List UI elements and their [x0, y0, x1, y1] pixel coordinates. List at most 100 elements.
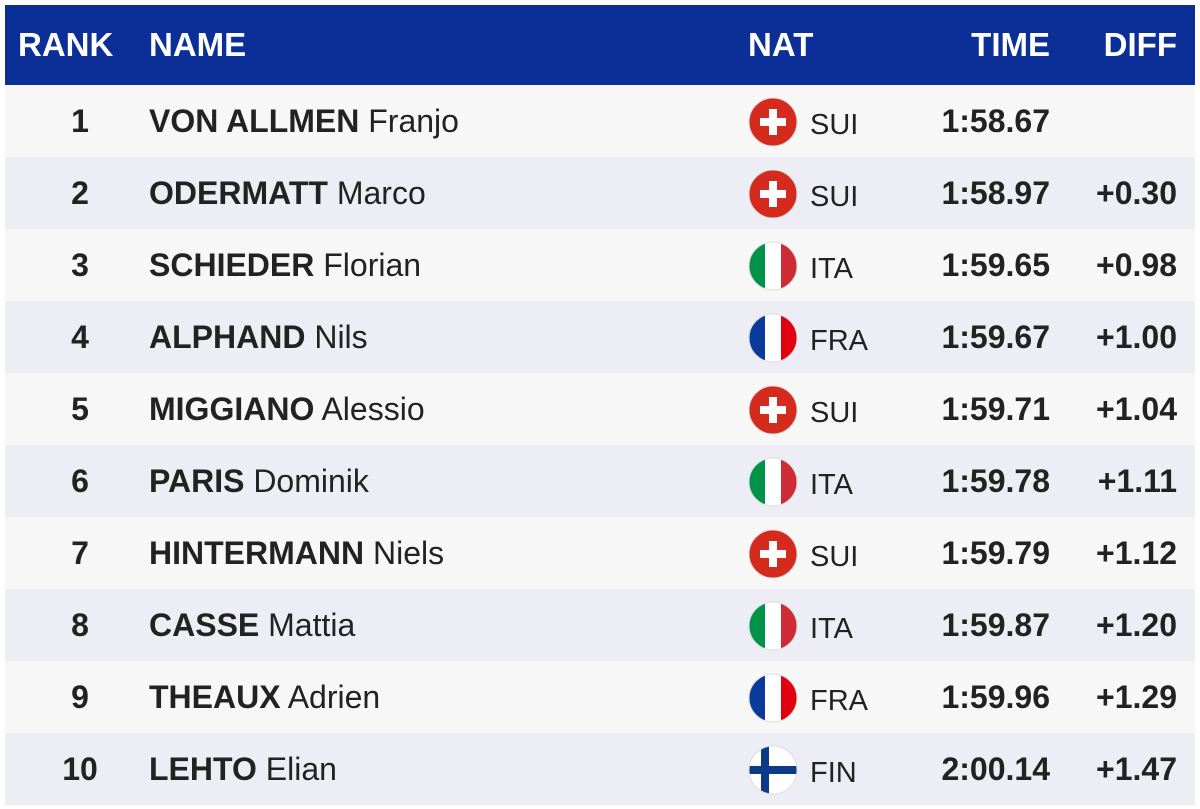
last-name: PARIS — [149, 463, 245, 499]
header-time: TIME — [971, 26, 1050, 63]
rank: 9 — [71, 679, 89, 715]
first-name: Elian — [265, 751, 337, 787]
flag — [748, 241, 798, 291]
result-row: 7 HINTERMANN Niels SUI 1:59.79 +1.12 — [5, 517, 1195, 589]
result-row: 10 LEHTO Elian FIN 2:00.14 +1.47 — [5, 733, 1195, 805]
first-name: Marco — [336, 175, 426, 211]
first-name: Dominik — [253, 463, 369, 499]
last-name: SCHIEDER — [149, 247, 315, 283]
athlete-name: THEAUX Adrien — [149, 661, 380, 733]
flag-icon — [748, 601, 798, 659]
last-name: MIGGIANO — [149, 391, 315, 427]
nat-code: FIN — [810, 757, 857, 789]
result-row: 9 THEAUX Adrien FRA 1:59.96 +1.29 — [5, 661, 1195, 733]
header-rank: RANK — [18, 26, 114, 63]
nat-code: ITA — [810, 253, 853, 285]
flag-icon — [748, 385, 798, 443]
flag-icon — [748, 745, 798, 803]
time: 1:59.71 — [941, 391, 1050, 427]
athlete-name: ALPHAND Nils — [149, 301, 368, 373]
time: 1:59.96 — [941, 679, 1050, 715]
time: 1:59.78 — [941, 463, 1050, 499]
result-row: 3 SCHIEDER Florian ITA 1:59.65 +0.98 — [5, 229, 1195, 301]
diff: +1.12 — [1096, 535, 1177, 571]
time: 1:59.67 — [941, 319, 1050, 355]
time: 1:59.65 — [941, 247, 1050, 283]
time: 1:59.79 — [941, 535, 1050, 571]
athlete-name: ODERMATT Marco — [149, 157, 426, 229]
diff: +1.04 — [1096, 391, 1177, 427]
time: 2:00.14 — [941, 751, 1050, 787]
last-name: ODERMATT — [149, 175, 328, 211]
first-name: Adrien — [287, 679, 381, 715]
flag — [748, 313, 798, 363]
flag-icon — [748, 673, 798, 731]
rank: 5 — [71, 391, 89, 427]
first-name: Niels — [372, 535, 445, 571]
flag-icon — [748, 241, 798, 299]
flag-icon — [748, 529, 798, 587]
header-diff: DIFF — [1103, 26, 1177, 63]
result-row: 5 MIGGIANO Alessio SUI 1:59.71 +1.04 — [5, 373, 1195, 445]
last-name: ALPHAND — [149, 319, 306, 355]
header-name: NAME — [149, 26, 247, 63]
rank: 7 — [71, 535, 89, 571]
last-name: LEHTO — [149, 751, 257, 787]
rank: 1 — [71, 103, 89, 139]
nat-code: SUI — [810, 397, 859, 429]
athlete-name: PARIS Dominik — [149, 445, 369, 517]
nat-code: ITA — [810, 613, 853, 645]
athlete-name: VON ALLMEN Franjo — [149, 85, 459, 157]
flag — [748, 601, 798, 651]
first-name: Alessio — [321, 391, 425, 427]
last-name: THEAUX — [149, 679, 281, 715]
diff: +1.20 — [1096, 607, 1177, 643]
last-name: HINTERMANN — [149, 535, 365, 571]
result-row: 8 CASSE Mattia ITA 1:59.87 +1.20 — [5, 589, 1195, 661]
flag — [748, 745, 798, 795]
flag — [748, 97, 798, 147]
header-nat: NAT — [748, 26, 814, 63]
diff: +1.11 — [1097, 463, 1177, 499]
first-name: Florian — [323, 247, 422, 283]
time: 1:59.87 — [941, 607, 1050, 643]
diff: +0.30 — [1096, 175, 1177, 211]
flag — [748, 169, 798, 219]
first-name: Nils — [314, 319, 368, 355]
rank: 6 — [71, 463, 89, 499]
athlete-name: MIGGIANO Alessio — [149, 373, 425, 445]
athlete-name: LEHTO Elian — [149, 733, 337, 805]
diff: +0.98 — [1096, 247, 1177, 283]
first-name: Franjo — [368, 103, 459, 139]
rank: 10 — [62, 751, 98, 787]
nat-code: FRA — [810, 685, 868, 717]
flag — [748, 457, 798, 507]
flag — [748, 673, 798, 723]
result-row: 2 ODERMATT Marco SUI 1:58.97 +0.30 — [5, 157, 1195, 229]
flag-icon — [748, 97, 798, 155]
flag — [748, 529, 798, 579]
athlete-name: CASSE Mattia — [149, 589, 355, 661]
nat-code: ITA — [810, 469, 853, 501]
nat-code: FRA — [810, 325, 868, 357]
diff: +1.29 — [1096, 679, 1177, 715]
flag — [748, 385, 798, 435]
last-name: CASSE — [149, 607, 260, 643]
rank: 4 — [71, 319, 89, 355]
nat-code: SUI — [810, 541, 859, 573]
first-name: Mattia — [268, 607, 356, 643]
athlete-name: SCHIEDER Florian — [149, 229, 421, 301]
result-row: 4 ALPHAND Nils FRA 1:59.67 +1.00 — [5, 301, 1195, 373]
time: 1:58.97 — [941, 175, 1050, 211]
diff: +1.00 — [1096, 319, 1177, 355]
rank: 2 — [71, 175, 89, 211]
flag-icon — [748, 169, 798, 227]
nat-code: SUI — [810, 109, 859, 141]
table-header: RANK NAME NAT TIME DIFF — [5, 5, 1195, 85]
time: 1:58.67 — [941, 103, 1050, 139]
flag-icon — [748, 457, 798, 515]
rank: 3 — [71, 247, 89, 283]
result-row: 1 VON ALLMEN Franjo SUI 1:58.67 — [5, 85, 1195, 157]
nat-code: SUI — [810, 181, 859, 213]
rank: 8 — [71, 607, 89, 643]
